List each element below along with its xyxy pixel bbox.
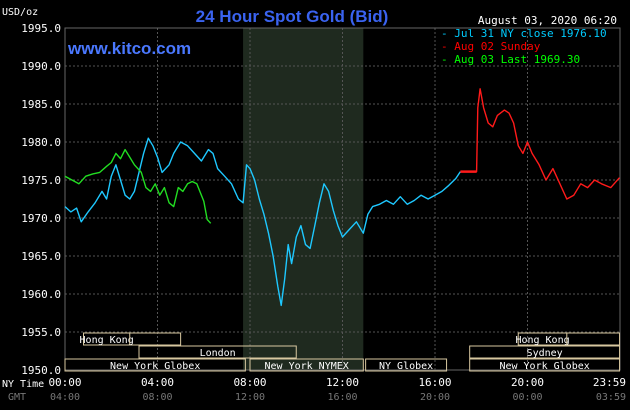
x-tick-label-gmt: 12:00	[235, 392, 265, 403]
y-tick-label: 1950.0	[21, 364, 61, 377]
unit-label: USD/oz	[2, 7, 38, 18]
shaded-period	[243, 28, 364, 370]
session-box	[138, 345, 297, 359]
y-tick-label: 1965.0	[21, 250, 61, 263]
legend-item: - Jul 31 NY close 1976.10	[441, 27, 607, 40]
y-tick-label: 1995.0	[21, 22, 61, 35]
session-label: New York Globex	[499, 361, 589, 372]
session-label: New York Globex	[110, 361, 200, 372]
x-tick-label-gmt: 08:00	[142, 392, 172, 403]
y-tick-label: 1985.0	[21, 98, 61, 111]
series-group	[64, 88, 621, 307]
legend: - Jul 31 NY close 1976.10- Aug 02 Sunday…	[441, 27, 607, 66]
series-line-0	[64, 137, 461, 307]
series-line-1	[460, 88, 621, 200]
ny-time-label: NY Time	[2, 379, 44, 390]
session-label: Hong Kong	[80, 335, 134, 346]
session-box	[469, 345, 621, 359]
y-tick-label: 1980.0	[21, 136, 61, 149]
x-tick-label-ny: 04:00	[141, 376, 174, 389]
y-tick-label: 1975.0	[21, 174, 61, 187]
session-label: Sydney	[527, 348, 563, 359]
x-tick-label-gmt: 20:00	[420, 392, 450, 403]
session-box	[365, 358, 448, 372]
x-tick-label-ny: 00:00	[48, 376, 81, 389]
x-tick-label-gmt: 00:00	[512, 392, 542, 403]
session-label: Hong Kong	[515, 335, 569, 346]
x-tick-label-gmt: 04:00	[50, 392, 80, 403]
session-box	[517, 332, 621, 346]
x-tick-label-ny: 20:00	[511, 376, 544, 389]
legend-item: - Aug 03 Last 1969.30	[441, 53, 580, 66]
plot-frame	[64, 27, 621, 371]
x-tick-label-ny: 12:00	[326, 376, 359, 389]
y-tick-label: 1970.0	[21, 212, 61, 225]
x-tick-label-gmt: 16:00	[327, 392, 357, 403]
legend-item: - Aug 02 Sunday	[441, 40, 541, 53]
session-box	[83, 332, 182, 346]
y-tick-labels: 1995.0 1990.0 1985.0 1980.0 1975.0 1970.0 1965…	[21, 22, 61, 377]
gmt-label: GMT	[8, 392, 26, 403]
session-box	[469, 358, 621, 372]
y-tick-label: 1955.0	[21, 326, 61, 339]
session-label: NY Globex	[379, 361, 433, 372]
session-bars: Hong Kong Hong Kong London Sydney New York G…	[64, 332, 621, 372]
x-tick-label-gmt: 03:59	[596, 392, 626, 403]
y-tick-label: 1990.0	[21, 60, 61, 73]
x-tick-label-ny: 08:00	[233, 376, 266, 389]
site-watermark[interactable]: www.kitco.com	[67, 39, 191, 58]
session-box	[249, 358, 364, 372]
chart-title: 24 Hour Spot Gold (Bid)	[196, 7, 389, 26]
x-tick-labels: 00:00 04:00 08:00 12:00 16:00 20:00 23:59 04:00…	[48, 376, 626, 403]
session-label: New York NYMEX	[265, 361, 349, 372]
chart-date: August 03, 2020 06:20	[478, 14, 617, 27]
session-box	[64, 358, 246, 372]
series-line-2	[64, 148, 212, 224]
y-tick-label: 1960.0	[21, 288, 61, 301]
x-tick-label-ny: 23:59	[593, 376, 626, 389]
x-tick-label-ny: 16:00	[418, 376, 451, 389]
session-label: London	[200, 348, 236, 359]
